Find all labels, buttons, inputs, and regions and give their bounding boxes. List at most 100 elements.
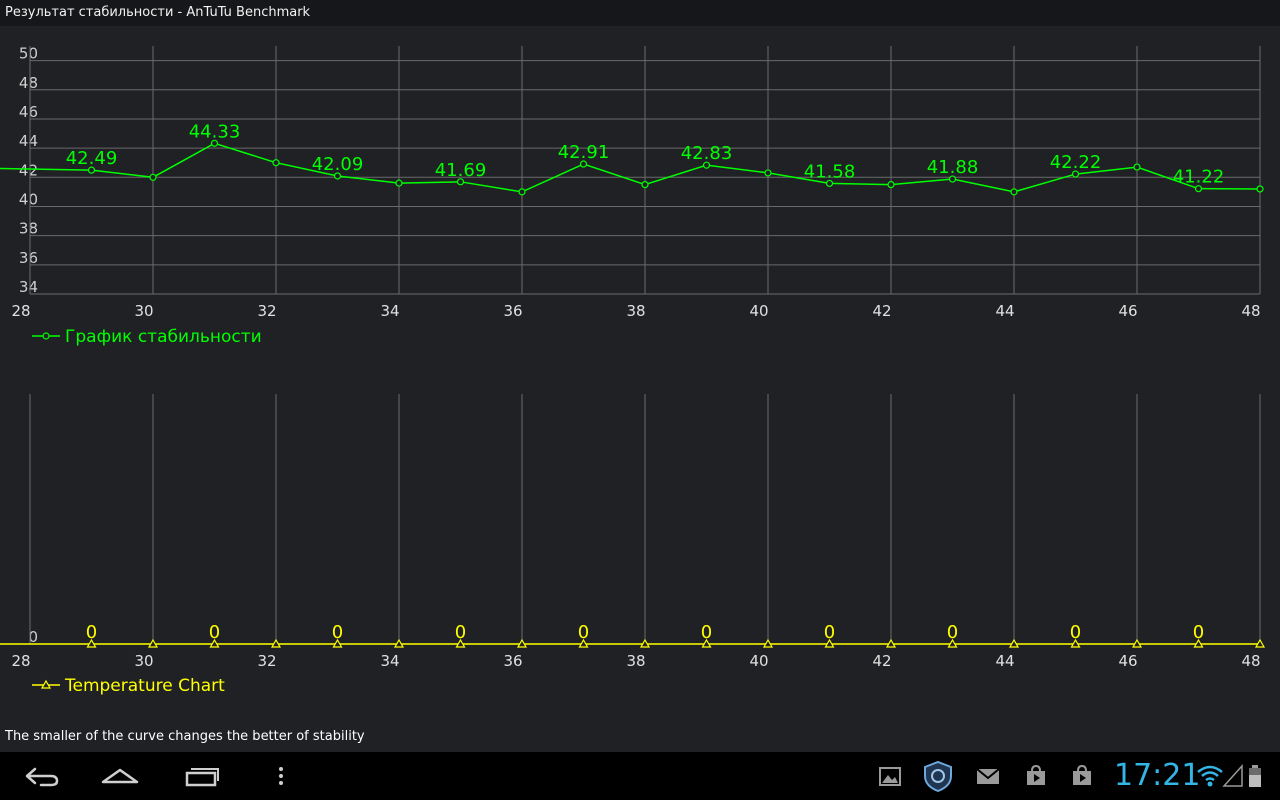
x-tick-label: 38 [626, 652, 645, 670]
data-point [149, 173, 157, 181]
wifi-icon [1197, 765, 1223, 787]
data-label: 42.91 [558, 142, 610, 163]
data-label: 0 [1193, 622, 1204, 643]
stability-chart: 34 36 38 40 42 44 46 48 50 28 30 32 34 36 38 40 42 44 46 48… [0, 45, 1264, 347]
data-point [210, 139, 219, 147]
data-point [639, 638, 651, 648]
data-point [1194, 185, 1203, 193]
x-tick-label: 28 [11, 302, 30, 320]
data-label: 0 [209, 622, 220, 643]
data-label: 42.83 [681, 143, 733, 164]
back-button[interactable] [18, 752, 64, 800]
data-point [147, 638, 159, 648]
data-label: 42.22 [1050, 152, 1102, 173]
data-point [948, 175, 957, 183]
data-point [1133, 163, 1141, 171]
data-point [393, 638, 405, 648]
data-label: 41.22 [1173, 167, 1225, 188]
x-tick-label: 40 [749, 302, 768, 320]
x-tick-label: 46 [1118, 302, 1137, 320]
gallery-icon[interactable] [876, 762, 904, 790]
x-tick-label: 30 [134, 302, 153, 320]
data-label: 41.58 [804, 161, 856, 182]
window-title: Результат стабильности - AnTuTu Benchmar… [0, 0, 1280, 26]
clock: 17:21 [1114, 758, 1201, 793]
x-tick-label: 32 [257, 652, 276, 670]
data-label: 42.49 [66, 148, 118, 169]
x-tick-label: 34 [380, 652, 399, 670]
data-label: 0 [332, 622, 343, 643]
legend-swatch-marker [42, 332, 50, 340]
data-point [824, 638, 835, 648]
x-tick-label: 46 [1118, 652, 1137, 670]
menu-icon [279, 767, 283, 785]
x-tick-label: 34 [380, 302, 399, 320]
data-point [947, 638, 958, 648]
charts-area: 34 36 38 40 42 44 46 48 50 28 30 32 34 36 38 40 42 44 46 48… [0, 45, 1266, 696]
back-icon [25, 767, 59, 787]
data-label: 0 [947, 622, 958, 643]
legend-label: График стабильности [65, 327, 262, 347]
x-tick-label: 38 [626, 302, 645, 320]
data-label: 0 [86, 622, 97, 643]
x-tick-label: 40 [749, 652, 768, 670]
data-point [87, 166, 96, 174]
data-point [762, 638, 774, 648]
navigation-bar: 17:21 [0, 752, 1280, 800]
y-tick-label: 44 [19, 132, 38, 150]
data-point [333, 172, 342, 180]
data-point [272, 159, 280, 167]
data-point [1131, 638, 1143, 648]
data-point [456, 178, 465, 186]
footer-note: The smaller of the curve changes the bet… [5, 729, 365, 744]
data-point [702, 161, 711, 169]
y-tick-label: 42 [19, 161, 38, 179]
x-tick-label: 32 [257, 302, 276, 320]
y-tick-label: 36 [19, 249, 38, 267]
data-point [516, 638, 528, 648]
x-tick-label: 48 [1241, 652, 1260, 670]
data-point [270, 638, 282, 648]
menu-button[interactable] [268, 752, 294, 800]
data-point [701, 638, 712, 648]
legend-swatch-marker [40, 679, 52, 689]
data-point [1254, 638, 1266, 648]
data-point [1256, 185, 1264, 193]
data-point [579, 160, 588, 168]
data-label: 0 [1070, 622, 1081, 643]
temperature-chart: 0 28 30 32 34 36 38 40 42 44 46 48 0 0 0 0 0 0 0 0 0 0 Tempera… [0, 394, 1266, 696]
play-store-icon[interactable] [1022, 762, 1050, 790]
y-tick-label: 48 [19, 74, 38, 92]
x-tick-label: 48 [1241, 302, 1260, 320]
data-point [395, 179, 403, 187]
x-tick-label: 42 [872, 302, 891, 320]
play-store-icon-2[interactable] [1068, 762, 1096, 790]
gmail-icon[interactable] [974, 762, 1002, 790]
legend-label: Temperature Chart [64, 676, 225, 696]
data-point [578, 638, 589, 648]
data-point [1071, 170, 1080, 178]
data-point [885, 638, 897, 648]
data-point [1010, 188, 1018, 196]
x-tick-label: 36 [503, 302, 522, 320]
y-tick-label: 50 [19, 45, 38, 63]
data-point [641, 180, 649, 189]
data-label: 0 [578, 622, 589, 643]
data-point [887, 180, 895, 189]
data-point [332, 638, 343, 648]
y-tick-label: 38 [19, 220, 38, 238]
y-tick-label: 46 [19, 103, 38, 121]
y-tick-label: 34 [19, 278, 38, 296]
x-tick-label: 36 [503, 652, 522, 670]
data-point [764, 169, 772, 177]
data-point [86, 638, 97, 648]
antutu-shield-icon[interactable] [922, 760, 954, 792]
recent-apps-button[interactable] [178, 752, 224, 800]
y-tick-label: 40 [19, 190, 38, 208]
x-tick-label: 44 [995, 652, 1014, 670]
data-point [455, 638, 466, 648]
data-label: 0 [455, 622, 466, 643]
data-point [209, 638, 220, 648]
home-button[interactable] [96, 752, 144, 800]
data-label: 42.09 [312, 154, 364, 175]
